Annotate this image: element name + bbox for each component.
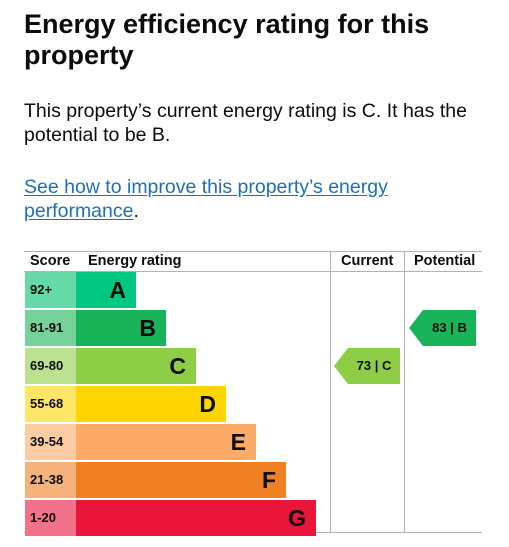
header-current: Current <box>341 253 394 269</box>
header-bottom-border <box>24 271 482 272</box>
potential-rating-arrow: 83 | B <box>409 310 476 346</box>
band-bar-e: E <box>76 424 256 460</box>
header-score: Score <box>30 253 71 269</box>
band-letter-a: A <box>109 277 126 303</box>
improve-link-paragraph: See how to improve this property’s energ… <box>24 175 494 223</box>
band-bar-f: F <box>76 462 286 498</box>
band-bar-a: A <box>76 272 136 308</box>
header-potential: Potential <box>414 253 476 269</box>
current-rating-arrow: 73 | C <box>334 348 400 384</box>
band-letter-e: E <box>230 429 246 455</box>
page-title: Energy efficiency rating for this proper… <box>24 9 430 70</box>
band-bar-d: D <box>76 386 226 422</box>
current-column-divider <box>330 251 331 533</box>
band-score-a: 92+ <box>25 272 76 308</box>
link-suffix: . <box>133 200 139 222</box>
band-letter-d: D <box>199 391 216 417</box>
table-top-border <box>24 251 482 252</box>
band-letter-b: B <box>139 315 156 341</box>
improve-performance-link[interactable]: See how to improve this property’s energ… <box>24 176 388 222</box>
band-letter-f: F <box>261 467 276 493</box>
rating-description: This property’s current energy rating is… <box>24 100 467 146</box>
band-score-g: 1-20 <box>25 500 76 536</box>
band-bar-g: G <box>76 500 316 536</box>
band-score-d: 55-68 <box>25 386 76 422</box>
header-rating: Energy rating <box>88 253 182 269</box>
band-bar-b: B <box>76 310 166 346</box>
band-score-f: 21-38 <box>25 462 76 498</box>
band-score-e: 39-54 <box>25 424 76 460</box>
band-letter-c: C <box>169 353 186 379</box>
band-score-c: 69-80 <box>25 348 76 384</box>
band-score-b: 81-91 <box>25 310 76 346</box>
band-bar-c: C <box>76 348 196 384</box>
band-letter-g: G <box>288 505 306 531</box>
potential-column-divider <box>404 251 405 533</box>
